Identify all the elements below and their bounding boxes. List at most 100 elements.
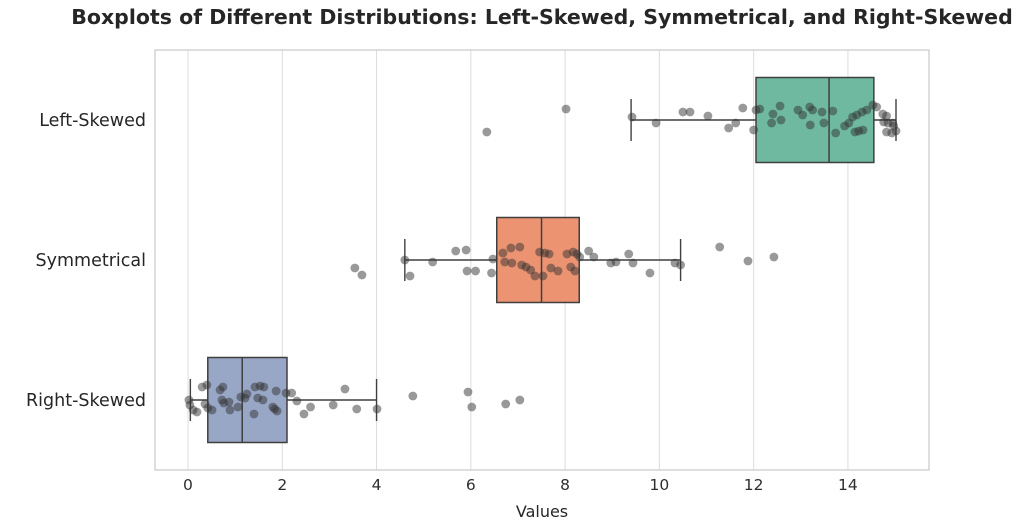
strip-point: [233, 402, 243, 412]
strip-point: [776, 115, 786, 125]
strip-point: [819, 118, 829, 128]
strip-point: [544, 249, 554, 259]
strip-point: [685, 107, 695, 117]
strip-point: [731, 118, 741, 128]
strip-point: [506, 243, 516, 253]
strip-point: [408, 391, 418, 401]
strip-point: [831, 128, 841, 138]
strip-point: [798, 110, 808, 120]
strip-point: [743, 256, 753, 266]
strip-point: [546, 263, 556, 273]
strip-point: [287, 388, 297, 398]
x-tick-label: 0: [183, 476, 193, 494]
strip-point: [463, 387, 473, 397]
strip-point: [462, 266, 472, 276]
strip-point: [755, 104, 765, 114]
strip-point: [624, 249, 634, 259]
strip-point: [703, 111, 713, 121]
strip-point: [808, 105, 817, 115]
strip-point: [891, 126, 901, 136]
strip-point: [501, 399, 511, 409]
strip-point: [561, 104, 571, 114]
chart-title: Boxplots of Different Distributions: Lef…: [71, 5, 1013, 29]
x-tick-label: 14: [838, 476, 858, 494]
x-tick-label: 12: [744, 476, 764, 494]
x-tick-label: 6: [466, 476, 476, 494]
strip-point: [584, 246, 594, 256]
strip-point: [352, 404, 362, 414]
strip-point: [500, 257, 510, 267]
strip-point: [515, 242, 525, 252]
strip-point: [738, 103, 748, 113]
x-tick-label: 4: [372, 476, 382, 494]
strip-point: [471, 266, 480, 276]
x-tick-label: 10: [650, 476, 670, 494]
plot-border: [154, 49, 930, 471]
y-category-label: Symmetrical: [36, 251, 146, 271]
strip-point: [225, 405, 235, 415]
strip-point: [306, 402, 315, 412]
strip-point: [259, 382, 269, 392]
strip-point: [882, 111, 891, 121]
strip-point: [461, 245, 471, 255]
strip-point: [769, 252, 779, 262]
x-tick-label: 2: [277, 476, 287, 494]
strip-point: [627, 112, 637, 122]
strip-point: [482, 127, 492, 137]
strip-point: [749, 125, 759, 135]
strip-point: [611, 257, 621, 267]
strip-point: [805, 120, 815, 130]
strip-point: [645, 268, 655, 278]
x-axis-label: Values: [516, 502, 568, 521]
strip-point: [828, 106, 838, 116]
strip-point: [724, 123, 734, 133]
strip-point: [498, 248, 508, 258]
strip-point: [515, 395, 525, 405]
strip-point: [817, 107, 827, 117]
strip-point: [372, 404, 382, 414]
strip-point: [862, 105, 872, 115]
strip-point: [428, 257, 438, 267]
strip-point: [405, 271, 415, 281]
strip-point: [530, 271, 540, 281]
x-tick-label: 8: [560, 476, 570, 494]
strip-point: [651, 118, 661, 128]
strip-point: [538, 271, 548, 281]
strip-point: [589, 252, 599, 262]
strip-point: [768, 109, 778, 119]
strip-point: [858, 125, 868, 135]
strip-point: [272, 406, 282, 416]
strip-point: [202, 380, 212, 390]
strip-point: [467, 402, 477, 412]
strip-point: [258, 395, 268, 405]
strip-point: [451, 246, 461, 256]
strip-point: [340, 384, 350, 394]
strip-point: [224, 397, 234, 407]
strip-point: [488, 254, 498, 264]
strip-point: [678, 107, 688, 117]
strip-point: [249, 409, 259, 419]
strip-point: [553, 266, 563, 276]
strip-point: [242, 389, 252, 399]
strip-point: [292, 396, 302, 406]
strip-point: [357, 270, 367, 280]
strip-point: [715, 242, 725, 252]
strip-point: [575, 252, 585, 262]
strip-point: [775, 101, 785, 111]
strip-point: [218, 382, 228, 392]
strip-point: [328, 400, 338, 410]
strip-point: [676, 260, 685, 270]
strip-point: [628, 258, 638, 268]
strip-point: [207, 405, 217, 415]
strip-point: [507, 258, 517, 268]
strip-point: [350, 263, 360, 273]
strip-point: [271, 386, 281, 396]
strip-point: [872, 102, 882, 112]
strip-point: [400, 255, 410, 265]
strip-point: [487, 268, 496, 278]
strip-point: [767, 118, 776, 128]
strip-point: [570, 266, 580, 276]
strip-point: [192, 407, 202, 417]
